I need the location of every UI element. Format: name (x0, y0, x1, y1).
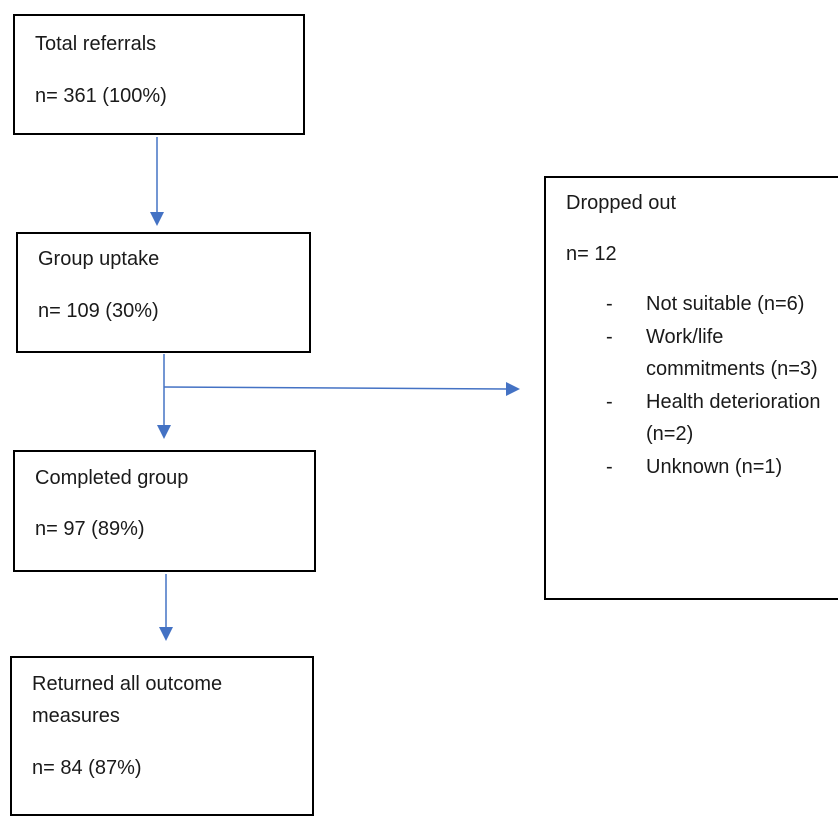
total-referrals-count: n= 361 (100%) (35, 85, 167, 107)
group-uptake-count: n= 109 (30%) (38, 300, 159, 322)
dropped-out-count: n= 12 (566, 243, 617, 265)
returned-outcome-measures-count: n= 84 (87%) (32, 757, 142, 779)
group-uptake-box: Group uptake n= 109 (30%) (16, 232, 311, 353)
dropped-out-reasons-list: - Not suitable (n=6) - Work/life commitm… (546, 288, 838, 483)
dropped-out-box: Dropped out n= 12 - Not suitable (n=6) -… (544, 176, 838, 600)
dropped-out-reason: - Work/life commitments (n=3) (546, 321, 838, 386)
bullet-dash: - (606, 293, 613, 315)
arrowhead-uptake-to-completed (157, 425, 171, 439)
reason-text: Work/life commitments (n=3) (646, 325, 818, 381)
reason-text: Not suitable (n=6) (646, 293, 805, 315)
returned-outcome-measures-title: Returned all outcome measures (32, 673, 223, 727)
arrowhead-total-to-uptake (150, 212, 164, 226)
reason-text: Unknown (n=1) (646, 455, 783, 478)
dropped-out-reason: - Unknown (n=1) (546, 451, 838, 484)
bullet-dash: - (606, 455, 613, 478)
bullet-dash: - (606, 325, 613, 348)
bullet-dash: - (606, 390, 613, 413)
dropped-out-reason: - Not suitable (n=6) (546, 288, 838, 321)
arrow-branch-to-dropped (163, 386, 507, 390)
reason-text: Health deterioration (n=2) (646, 390, 821, 446)
dropped-out-title: Dropped out (566, 192, 677, 214)
returned-outcome-measures-box: Returned all outcome measures n= 84 (87%… (10, 656, 314, 816)
dropped-out-reason: - Health deterioration (n=2) (546, 386, 838, 451)
group-uptake-title: Group uptake (38, 248, 160, 270)
completed-group-title: Completed group (35, 467, 189, 489)
total-referrals-box: Total referrals n= 361 (100%) (13, 14, 305, 135)
arrowhead-completed-to-returned (159, 627, 173, 641)
arrowhead-branch-to-dropped (506, 382, 520, 396)
completed-group-count: n= 97 (89%) (35, 518, 145, 540)
completed-group-box: Completed group n= 97 (89%) (13, 450, 316, 572)
total-referrals-title: Total referrals (35, 33, 157, 55)
